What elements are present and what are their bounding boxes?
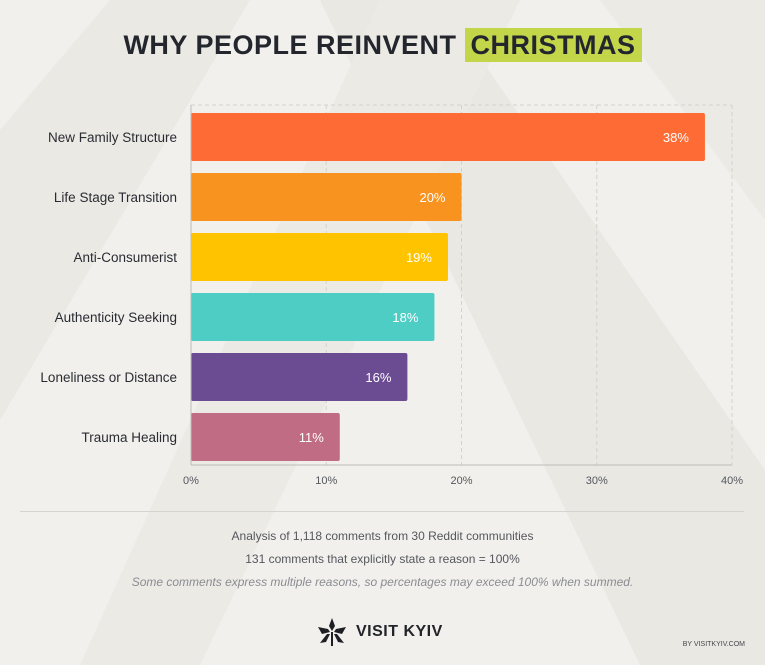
data-label: 19% bbox=[406, 250, 432, 265]
bar bbox=[191, 173, 462, 221]
bar bbox=[191, 353, 408, 401]
data-label: 16% bbox=[365, 370, 391, 385]
note-analysis: Analysis of 1,118 comments from 30 Reddi… bbox=[231, 529, 534, 543]
visit-kyiv-logo: VISIT KYIV bbox=[318, 618, 443, 646]
title-main: WHY PEOPLE REINVENT bbox=[123, 30, 457, 60]
bar bbox=[191, 113, 705, 161]
data-label: 11% bbox=[299, 430, 324, 445]
category-label: Loneliness or Distance bbox=[40, 370, 177, 385]
category-label: New Family Structure bbox=[48, 130, 177, 145]
data-label: 18% bbox=[392, 310, 418, 325]
x-tick-label: 20% bbox=[450, 475, 472, 487]
title-highlight: CHRISTMAS bbox=[464, 28, 642, 62]
x-tick-label: 40% bbox=[721, 475, 743, 487]
chestnut-leaf-icon bbox=[318, 618, 346, 646]
data-label: 38% bbox=[663, 130, 689, 145]
x-tick-label: 10% bbox=[315, 475, 337, 487]
bar bbox=[191, 413, 340, 461]
bar-chart: 0% 10% 20% 30% 40% 38% New Family Structure 20%… bbox=[40, 104, 743, 487]
note-disclaimer: Some comments express multiple reasons, … bbox=[131, 575, 634, 589]
chart-title: WHY PEOPLE REINVENT CHRISTMAS bbox=[0, 28, 765, 62]
data-label: 20% bbox=[419, 190, 445, 205]
x-tick-label: 30% bbox=[586, 475, 608, 487]
logo-text: VISIT KYIV bbox=[356, 623, 443, 640]
category-label: Anti-Consumerist bbox=[73, 250, 177, 265]
x-tick-label: 0% bbox=[183, 475, 199, 487]
category-label: Life Stage Transition bbox=[54, 190, 177, 205]
bar bbox=[191, 293, 435, 341]
note-base: 131 comments that explicitly state a rea… bbox=[245, 552, 520, 566]
bar bbox=[191, 233, 448, 281]
credit: BY VISITKYIV.COM bbox=[682, 641, 745, 648]
divider bbox=[20, 511, 744, 512]
category-label: Authenticity Seeking bbox=[55, 310, 177, 325]
category-label: Trauma Healing bbox=[81, 430, 177, 445]
